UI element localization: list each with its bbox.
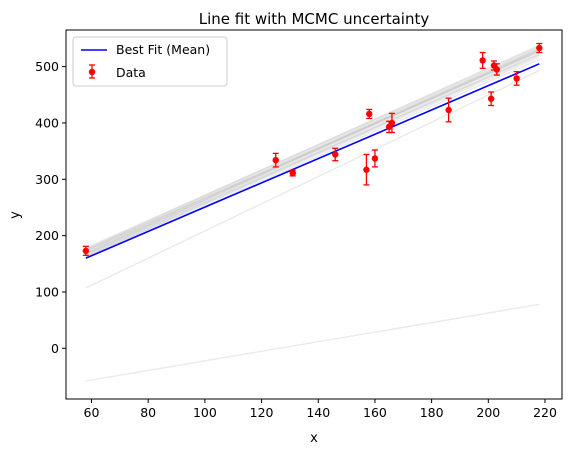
mcmc-sample-line bbox=[85, 47, 540, 252]
y-tick-label: 400 bbox=[35, 115, 59, 130]
x-tick-label: 220 bbox=[533, 405, 557, 420]
mcmc-sample-line bbox=[85, 46, 540, 251]
y-tick-label: 300 bbox=[35, 172, 59, 187]
data-point bbox=[388, 119, 396, 127]
mcmc-sample-line bbox=[85, 49, 540, 255]
y-tick-label: 0 bbox=[51, 341, 59, 356]
mcmc-sample-line bbox=[85, 54, 540, 256]
mcmc-sample-line bbox=[85, 51, 540, 255]
x-axis: 60 80 100 120 140 160 180 200 220 bbox=[84, 399, 557, 420]
data-point bbox=[493, 66, 501, 73]
data-point bbox=[272, 156, 279, 164]
y-tick-label: 100 bbox=[35, 284, 59, 299]
legend-errorbar-swatch bbox=[88, 64, 96, 79]
data-point bbox=[82, 247, 90, 255]
x-tick-label: 120 bbox=[250, 405, 274, 420]
data-point bbox=[289, 169, 296, 177]
mcmc-sample-line bbox=[85, 56, 540, 258]
data-point bbox=[513, 75, 520, 82]
legend-label-data: Data bbox=[116, 65, 146, 80]
mcmc-sample-line bbox=[85, 48, 540, 254]
legend: Best Fit (Mean) Data bbox=[72, 36, 228, 87]
mcmc-sample-line bbox=[85, 50, 540, 254]
best-fit-line bbox=[85, 63, 540, 259]
chart-title: Line fit with MCMC uncertainty bbox=[199, 10, 430, 28]
legend-label-best-fit: Best Fit (Mean) bbox=[116, 42, 210, 57]
mcmc-sample-line bbox=[85, 69, 540, 289]
mcmc-sample-line bbox=[85, 49, 540, 253]
mcmc-sample-line bbox=[85, 50, 540, 251]
mcmc-sample-line bbox=[85, 303, 540, 382]
mcmc-sample-line bbox=[85, 53, 540, 258]
x-axis-label: x bbox=[310, 431, 318, 446]
mcmc-sample-line bbox=[85, 45, 540, 249]
data-point bbox=[479, 57, 486, 64]
data-point bbox=[363, 166, 370, 173]
mcmc-sample-line bbox=[85, 44, 540, 250]
legend-box bbox=[72, 36, 228, 87]
x-tick-label: 140 bbox=[306, 405, 330, 420]
x-tick-label: 160 bbox=[363, 405, 387, 420]
data-point bbox=[536, 44, 543, 52]
mcmc-sample-line bbox=[85, 53, 540, 256]
x-tick-label: 80 bbox=[140, 405, 156, 420]
y-axis: 0 100 200 300 400 500 bbox=[35, 59, 66, 356]
y-axis-label: y bbox=[8, 211, 23, 219]
y-tick-label: 200 bbox=[35, 228, 59, 243]
plot-frame bbox=[65, 29, 563, 400]
data-point bbox=[371, 155, 379, 162]
data-point bbox=[445, 106, 452, 114]
data-point bbox=[487, 95, 495, 102]
x-tick-label: 60 bbox=[84, 405, 100, 420]
data-point bbox=[332, 151, 339, 158]
data-point bbox=[366, 110, 373, 118]
x-tick-label: 200 bbox=[476, 405, 500, 420]
plot-area bbox=[82, 42, 543, 382]
y-tick-label: 500 bbox=[35, 59, 59, 74]
x-tick-label: 100 bbox=[193, 405, 217, 420]
x-tick-label: 180 bbox=[420, 405, 444, 420]
